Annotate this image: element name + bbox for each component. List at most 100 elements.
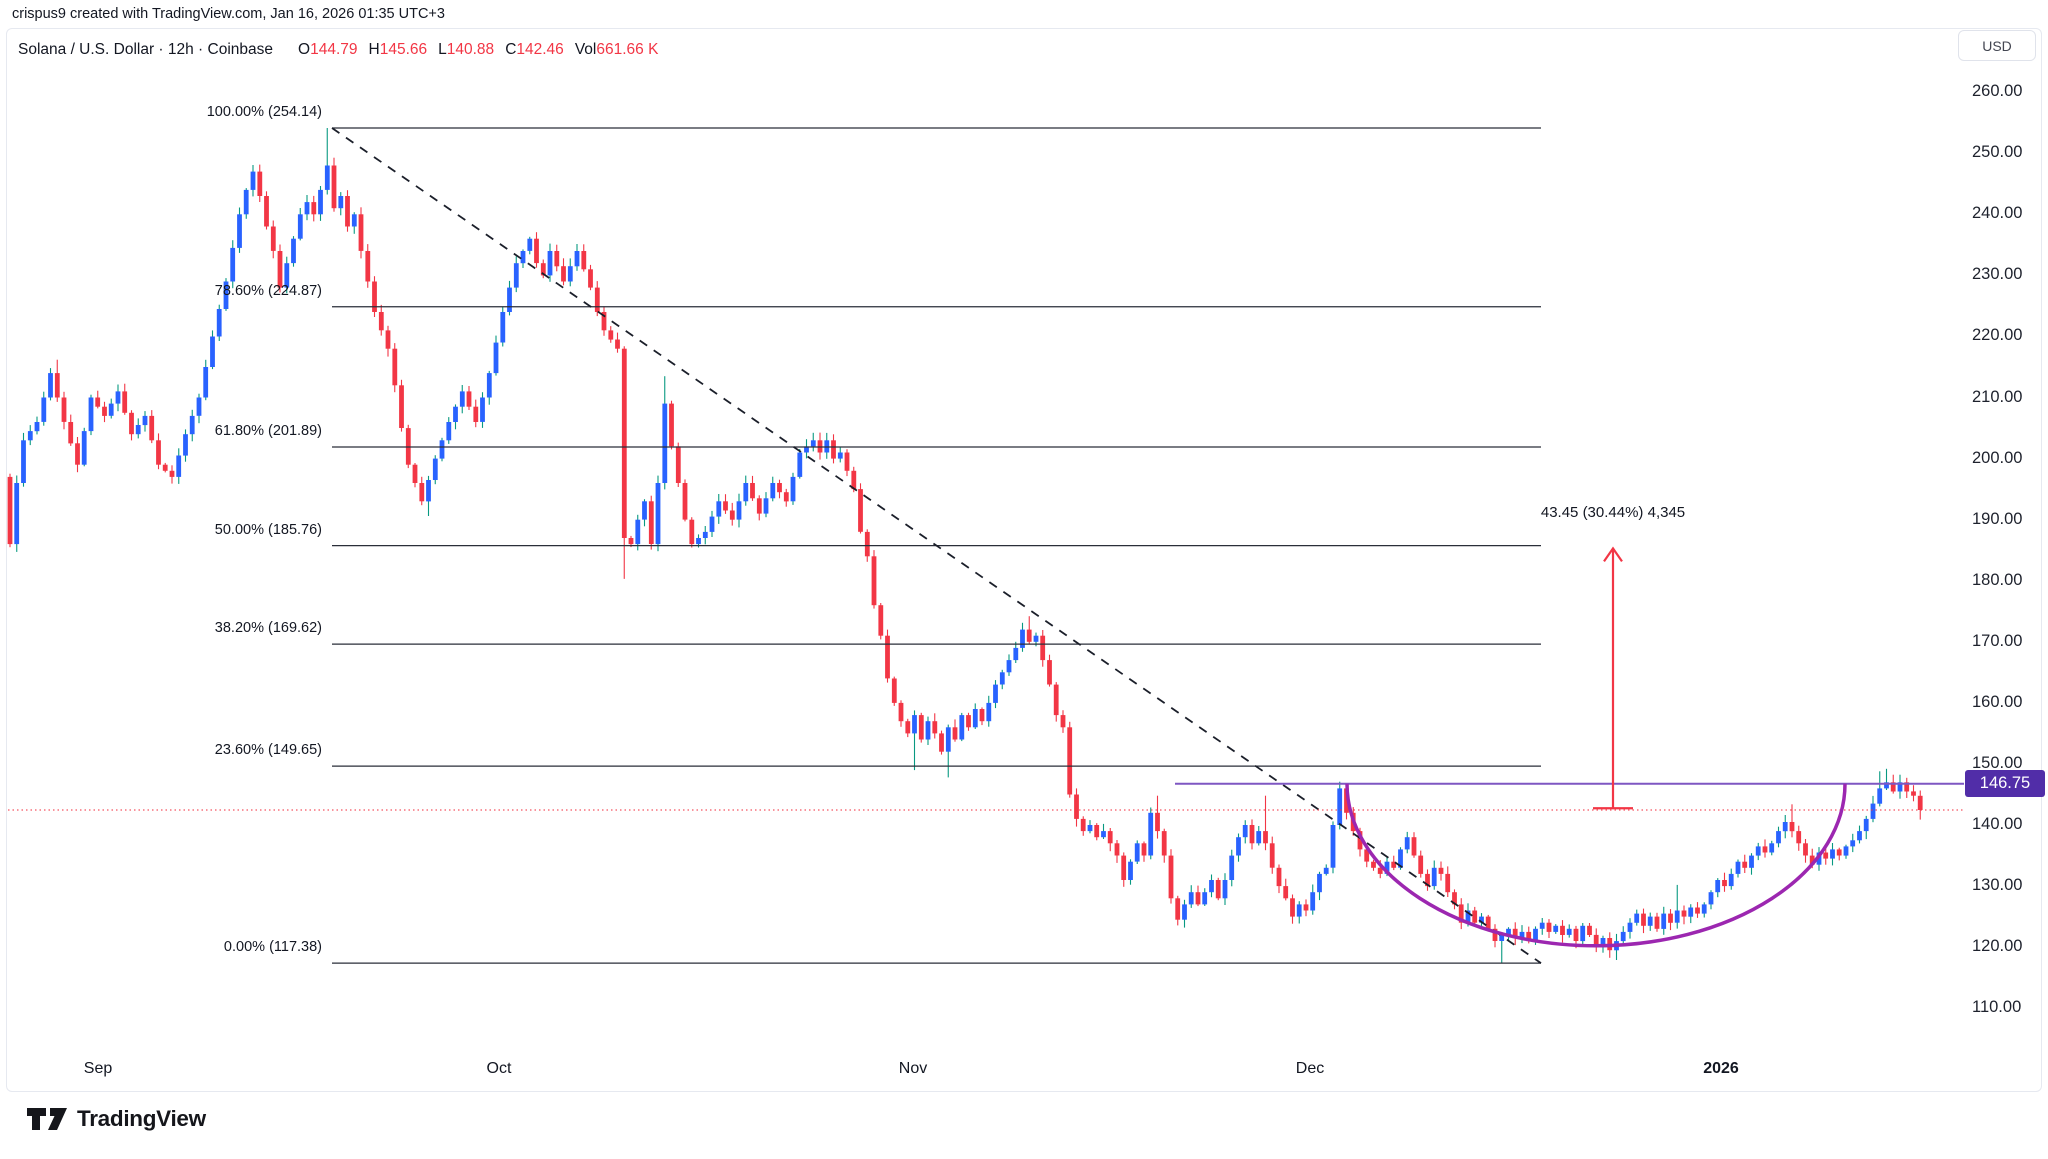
- candle-body: [1445, 873, 1451, 893]
- candle-down: [122, 383, 128, 415]
- candle-up: [1499, 932, 1505, 964]
- candle-body: [264, 196, 269, 227]
- candle-body: [1782, 822, 1788, 832]
- candle-body: [1823, 852, 1829, 859]
- candle-body: [122, 391, 128, 413]
- candle-body: [1600, 938, 1606, 948]
- candle-body: [858, 489, 863, 532]
- candle-down: [1121, 852, 1127, 887]
- candle-body: [844, 452, 850, 471]
- candle-down: [966, 712, 971, 731]
- fib-level-label: 78.60% (224.87): [214, 282, 322, 299]
- cup-arc: [1345, 783, 1847, 948]
- candle-body: [1148, 812, 1154, 856]
- symbol-row: Solana / U.S. Dollar · 12h · Coinbase O1…: [18, 41, 658, 59]
- candle-body: [196, 397, 202, 416]
- candle-body: [1344, 788, 1349, 813]
- candle-up: [1647, 912, 1653, 931]
- candle-body: [1323, 867, 1329, 874]
- candle-body: [439, 440, 445, 459]
- candle-up: [1188, 885, 1194, 908]
- candle-down: [939, 730, 944, 755]
- candle-body: [1249, 825, 1255, 844]
- candle-body: [527, 238, 533, 251]
- candle-down: [858, 483, 863, 534]
- candle-down: [1364, 847, 1370, 868]
- candle-body: [513, 263, 519, 288]
- candle-up: [1850, 833, 1856, 853]
- candle-body: [331, 165, 337, 209]
- candle-up: [1769, 840, 1775, 856]
- fib-level-label: 23.60% (149.65): [214, 742, 322, 759]
- candle-up: [837, 447, 843, 463]
- candle-body: [68, 422, 74, 444]
- candle-up: [237, 207, 242, 253]
- candle-up: [34, 416, 40, 435]
- candle-up: [230, 240, 236, 289]
- candle-down: [277, 244, 283, 293]
- candle-body: [1580, 925, 1586, 942]
- candle-body: [1728, 873, 1734, 887]
- candle-down: [345, 190, 350, 232]
- candle-body: [459, 391, 465, 407]
- candle-body: [655, 483, 661, 545]
- candle-down: [1452, 889, 1457, 910]
- candle-body: [81, 431, 87, 465]
- candle-down: [162, 462, 168, 473]
- candle-body: [284, 263, 290, 288]
- candle-body: [1465, 910, 1471, 923]
- candle-up: [1431, 860, 1437, 890]
- candle-body: [1877, 788, 1883, 804]
- symbol-title[interactable]: Solana / U.S. Dollar · 12h · Coinbase: [18, 41, 274, 58]
- candle-body: [7, 476, 13, 545]
- candle-up: [1580, 923, 1586, 947]
- candle-down: [1492, 924, 1498, 948]
- fib-level-label: 0.00% (117.38): [223, 939, 322, 956]
- candle-body: [129, 412, 134, 435]
- candle-body: [1053, 684, 1059, 716]
- price-tick-label: 210.00: [1972, 387, 2023, 406]
- candle-down: [331, 157, 337, 212]
- candle-body: [810, 440, 816, 447]
- currency-badge[interactable]: USD: [1958, 30, 2036, 61]
- candle-body: [716, 501, 722, 517]
- candle-body: [216, 309, 222, 337]
- candle-down: [129, 410, 134, 441]
- candle-body: [1182, 904, 1187, 920]
- candle-up: [297, 208, 303, 241]
- candle-body: [864, 531, 870, 557]
- candle-body: [223, 281, 229, 309]
- candle-down: [1107, 828, 1113, 852]
- candle-up: [520, 249, 526, 268]
- candle-down: [1512, 922, 1518, 946]
- candle-down: [1067, 721, 1073, 798]
- price-tick-label: 140.00: [1972, 815, 2023, 834]
- candle-up: [81, 427, 87, 467]
- candle-body: [554, 251, 560, 267]
- candle-body: [1209, 880, 1214, 893]
- candle-body: [1215, 880, 1221, 899]
- candle-down: [621, 346, 627, 579]
- candle-down: [1668, 909, 1673, 931]
- candle-up: [1539, 918, 1545, 935]
- candle-body: [1141, 843, 1147, 856]
- candle-body: [1519, 931, 1525, 938]
- candle-body: [507, 287, 512, 312]
- candle-body: [561, 266, 566, 282]
- price-axis-label: 146.75: [1965, 770, 2045, 798]
- candle-down: [61, 391, 67, 430]
- candle-body: [918, 715, 924, 740]
- time-axis[interactable]: [6, 1048, 1964, 1090]
- candle-body: [1398, 849, 1403, 868]
- candle-body: [898, 702, 904, 722]
- candle-up: [284, 256, 290, 294]
- tradingview-logo[interactable]: TradingView: [26, 1106, 206, 1132]
- candle-up: [210, 330, 215, 370]
- candle-up: [1310, 884, 1316, 915]
- candle-body: [210, 336, 215, 367]
- candle-down: [723, 494, 728, 514]
- candle-body: [1425, 873, 1430, 887]
- candle-up: [642, 499, 647, 527]
- candle-down: [1458, 898, 1464, 930]
